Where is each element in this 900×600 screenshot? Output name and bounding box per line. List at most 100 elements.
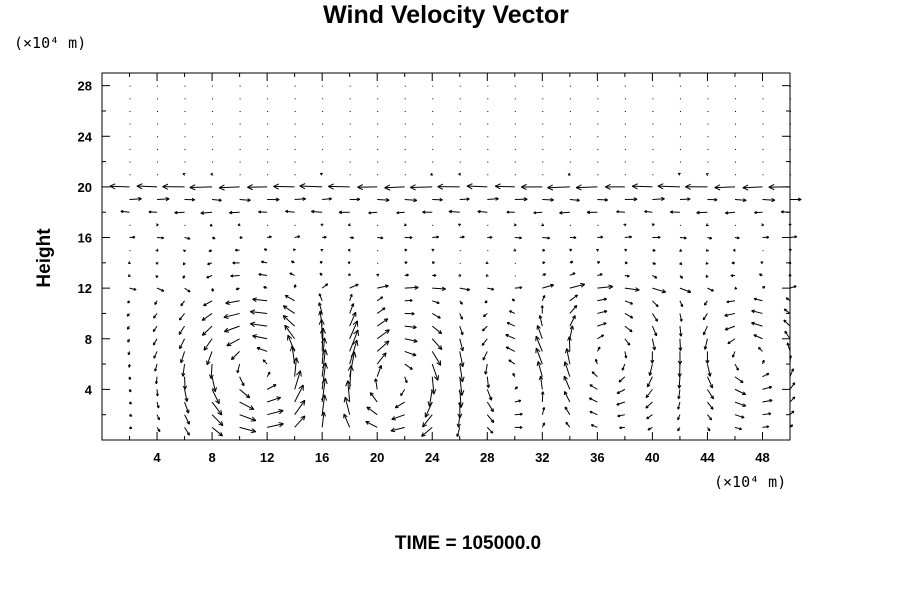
vector-head (223, 327, 229, 332)
wind-vector (785, 297, 791, 302)
vector-head (595, 358, 598, 362)
wind-vector (223, 325, 240, 333)
vector-shaft (540, 375, 543, 390)
wind-vector (432, 148, 434, 150)
y-tick-label: 28 (78, 79, 92, 94)
vector-head (458, 423, 461, 428)
vector-head (247, 394, 251, 399)
wind-vector (239, 426, 257, 434)
wind-vector (786, 342, 791, 352)
vector-head (482, 314, 485, 317)
wind-vector (368, 211, 378, 215)
vector-shaft (318, 293, 323, 301)
wind-vector (569, 282, 586, 289)
vector-shaft (547, 186, 570, 189)
wind-vector (652, 174, 654, 176)
vector-head (383, 318, 388, 320)
wind-vector (129, 196, 142, 201)
wind-vector (542, 197, 554, 202)
vector-shaft (349, 320, 358, 339)
wind-vector (377, 98, 379, 100)
vector-head (653, 333, 657, 337)
vector-shaft (404, 350, 417, 356)
vector-head (252, 297, 257, 300)
wind-vector (212, 161, 214, 163)
wind-vector (155, 223, 159, 227)
wind-vector (267, 85, 269, 87)
vector-head (323, 411, 326, 417)
vector-head (754, 210, 757, 214)
vector-shaft (696, 211, 708, 214)
vector-dot (129, 148, 131, 150)
vector-head (559, 210, 563, 214)
wind-vector (706, 363, 712, 377)
wind-vector (677, 351, 683, 365)
wind-vector (648, 363, 653, 376)
vector-head (564, 361, 569, 366)
vector-shaft (224, 325, 240, 333)
vector-dot (487, 161, 489, 163)
vector-shaft (486, 401, 494, 412)
vector-head (608, 284, 613, 288)
wind-vector (789, 410, 795, 416)
vector-head (677, 406, 679, 410)
wind-vector (211, 401, 223, 416)
wind-vector (569, 236, 577, 240)
vector-dot (212, 136, 214, 138)
wind-vector (129, 287, 137, 291)
wind-vector (624, 110, 626, 112)
vector-shaft (390, 426, 405, 432)
wind-vector (707, 85, 709, 87)
vector-dot (542, 123, 544, 125)
vector-head (384, 352, 387, 358)
wind-vector (129, 123, 131, 125)
wind-vector (148, 210, 158, 214)
wind-vector (487, 224, 489, 226)
vector-dot (349, 110, 351, 112)
wind-vector (211, 426, 223, 437)
vector-dot (377, 161, 379, 163)
vector-dot (432, 224, 434, 226)
vector-dot (294, 98, 296, 100)
vector-head (677, 360, 681, 365)
vector-shaft (589, 397, 598, 403)
vector-shaft (591, 371, 598, 378)
wind-vector (563, 375, 571, 390)
wind-vector (762, 235, 770, 239)
vector-shaft (321, 337, 326, 365)
wind-vector (762, 136, 764, 138)
wind-vector (349, 293, 353, 301)
wind-vector (178, 325, 185, 335)
vector-head (605, 186, 611, 190)
vector-head (624, 249, 628, 252)
wind-vector (679, 136, 681, 138)
wind-vector (267, 136, 269, 138)
wind-vector (404, 311, 415, 316)
vector-dot (267, 148, 269, 150)
wind-vector (184, 401, 190, 414)
vector-shaft (726, 300, 736, 303)
vector-shaft (321, 411, 325, 428)
wind-vector (404, 298, 413, 303)
vector-head (232, 261, 236, 264)
vector-head (200, 211, 204, 214)
y-tick-label: 12 (78, 281, 92, 296)
vector-head (616, 210, 620, 213)
wind-vector (432, 161, 434, 163)
vector-shaft (211, 426, 223, 437)
wind-vector (733, 248, 736, 252)
vector-head (726, 300, 729, 303)
wind-vector (127, 351, 131, 356)
vector-shaft (646, 414, 653, 420)
vector-dot (212, 98, 214, 100)
wind-vector (127, 261, 131, 265)
vector-head (325, 362, 329, 369)
wind-vector (459, 148, 461, 150)
vector-head (299, 399, 306, 404)
vector-shaft (652, 198, 665, 201)
wind-vector (404, 325, 417, 330)
wind-vector (206, 351, 213, 366)
vector-head (714, 199, 718, 202)
vector-head (273, 185, 279, 190)
wind-vector (239, 174, 241, 176)
